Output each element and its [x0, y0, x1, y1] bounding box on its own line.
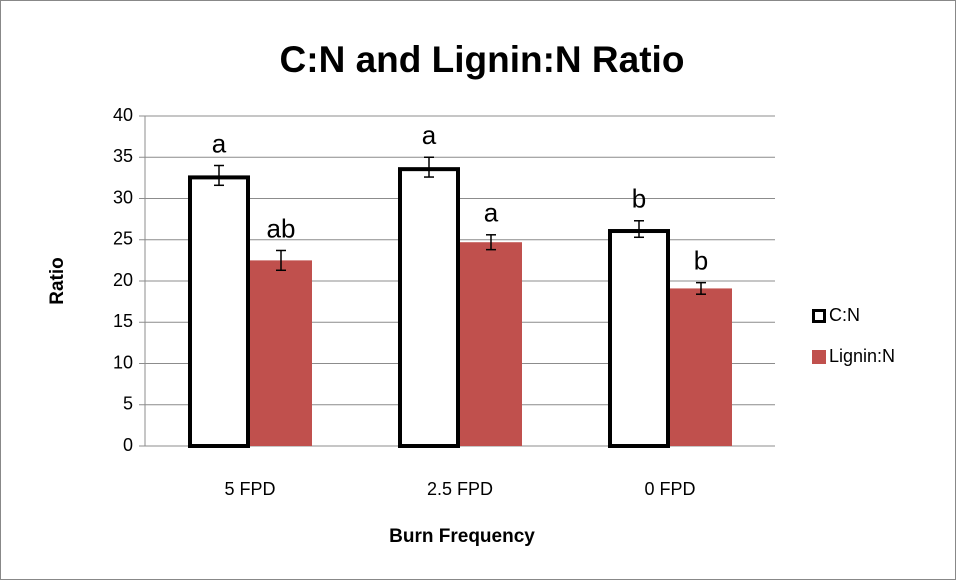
y-tick-label: 10 — [113, 352, 133, 372]
y-axis-label: Ratio — [47, 257, 68, 305]
annotation: a — [212, 128, 227, 158]
bar — [608, 229, 670, 448]
x-tick-label: 0 FPD — [644, 479, 695, 499]
x-tick-label: 2.5 FPD — [427, 479, 493, 499]
bar — [188, 175, 250, 448]
x-tick-label: 5 FPD — [224, 479, 275, 499]
annotation: b — [632, 184, 646, 214]
x-axis-label: Burn Frequency — [389, 526, 535, 547]
bar — [250, 260, 312, 446]
y-tick-label: 15 — [113, 311, 133, 331]
y-tick-label: 0 — [123, 435, 133, 455]
legend-swatch — [812, 309, 826, 323]
y-tick-label: 25 — [113, 229, 133, 249]
chart-title: C:N and Lignin:N Ratio — [280, 39, 685, 80]
bar — [670, 288, 732, 446]
y-tick-label: 35 — [113, 146, 133, 166]
legend-swatch — [812, 350, 826, 364]
annotation: b — [694, 246, 708, 276]
annotation: a — [484, 198, 499, 228]
y-tick-label: 30 — [113, 187, 133, 207]
y-tick-label: 5 — [123, 394, 133, 414]
legend-label: C:N — [829, 305, 860, 325]
bar — [398, 167, 460, 448]
legend-label: Lignin:N — [829, 346, 895, 366]
annotation: a — [422, 120, 437, 150]
annotation: ab — [267, 213, 296, 243]
bar — [460, 242, 522, 446]
y-tick-label: 20 — [113, 270, 133, 290]
y-tick-label: 40 — [113, 105, 133, 125]
